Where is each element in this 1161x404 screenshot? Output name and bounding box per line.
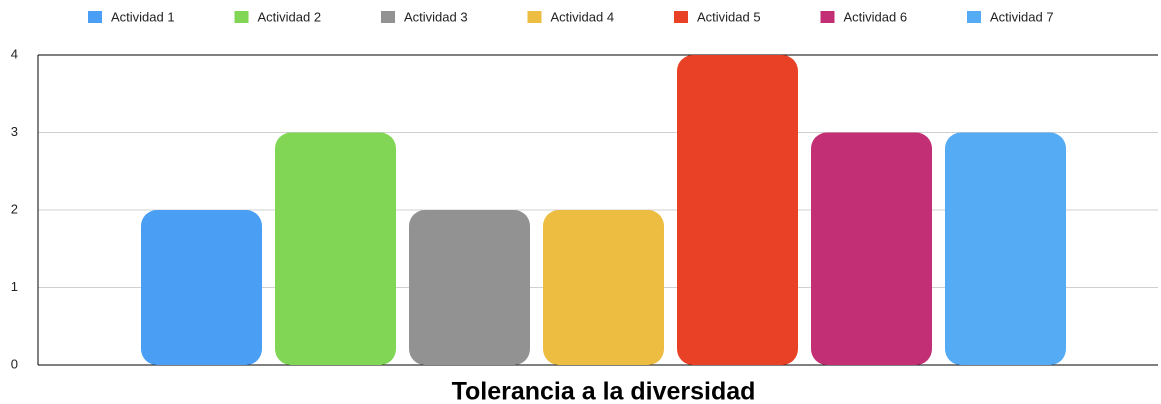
- bar: [945, 132, 1066, 365]
- bar: [141, 210, 262, 365]
- legend-swatch: [820, 11, 835, 23]
- y-tick-label: 0: [11, 356, 18, 371]
- legend-swatch: [967, 11, 981, 23]
- legend-label: Actividad 4: [551, 9, 615, 24]
- legend-swatch: [234, 11, 249, 23]
- bar: [409, 210, 530, 365]
- y-tick-label: 2: [11, 201, 18, 216]
- y-tick-label: 3: [11, 124, 18, 139]
- legend-swatch: [674, 11, 688, 23]
- bar: [543, 210, 664, 365]
- bar: [811, 132, 932, 365]
- y-tick-label: 1: [11, 279, 18, 294]
- legend-label: Actividad 5: [697, 9, 761, 24]
- legend-swatch: [88, 11, 102, 23]
- legend-label: Actividad 2: [258, 9, 322, 24]
- legend-label: Actividad 6: [844, 9, 908, 24]
- legend-label: Actividad 3: [404, 9, 468, 24]
- legend-label: Actividad 1: [111, 9, 175, 24]
- legend-swatch: [381, 11, 395, 23]
- legend-swatch: [527, 11, 542, 23]
- legend-label: Actividad 7: [990, 9, 1054, 24]
- bar: [275, 132, 396, 365]
- y-tick-label: 4: [11, 46, 18, 61]
- x-tick-label: Tolerancia a la diversidad: [452, 378, 756, 404]
- bar: [677, 55, 798, 365]
